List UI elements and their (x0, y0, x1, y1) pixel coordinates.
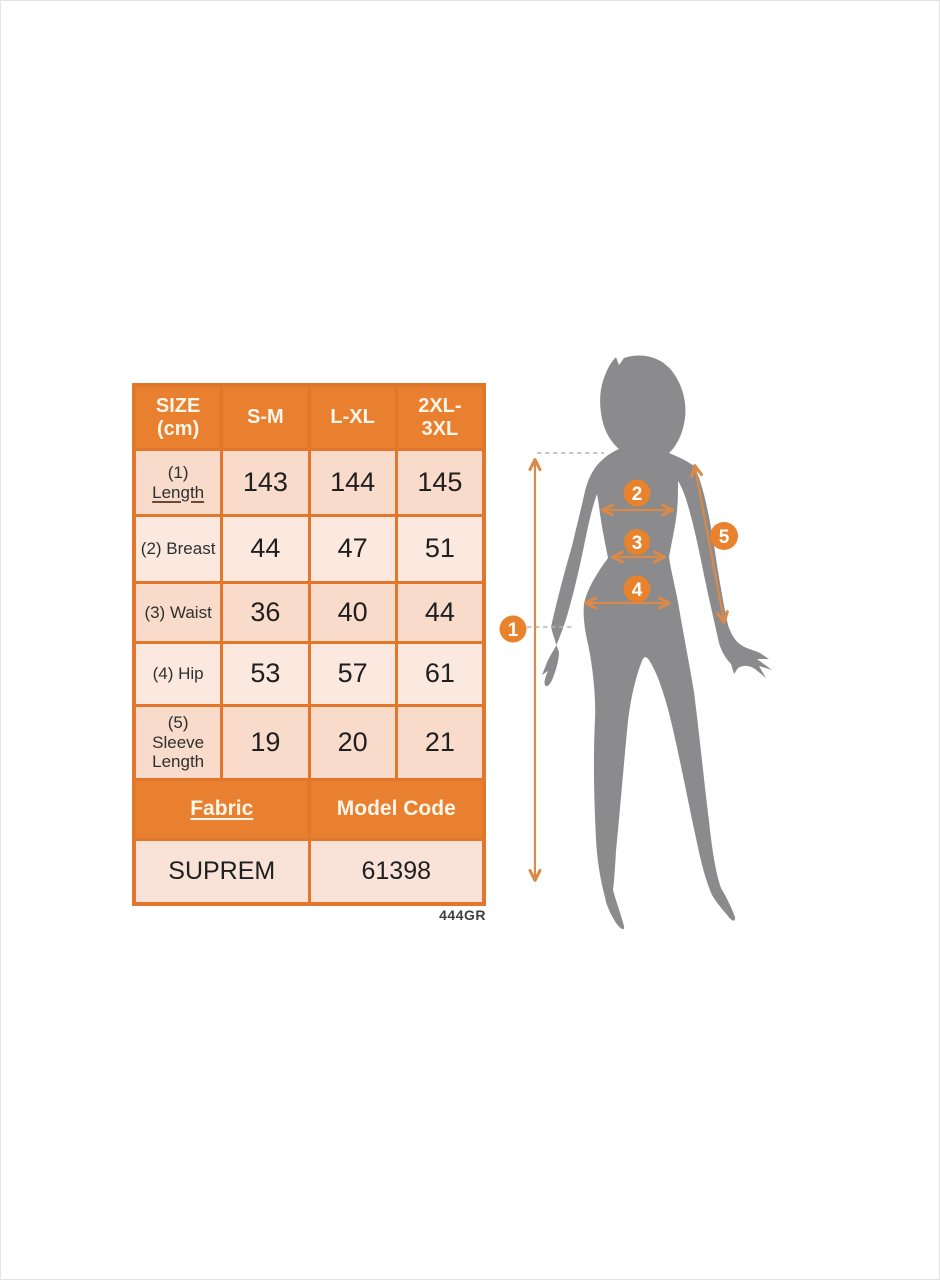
svg-text:4: 4 (632, 580, 643, 601)
value-length-2xl3xl: 145 (397, 451, 482, 514)
value-breast-sm: 44 (223, 517, 308, 581)
body-silhouette-image (542, 355, 772, 930)
value-sleeve-2xl3xl: 21 (397, 707, 482, 778)
value-waist-lxl: 40 (310, 584, 395, 641)
measurement-figure: 1 2 3 4 5 (499, 355, 772, 930)
value-length-lxl: 144 (310, 451, 395, 514)
value-hip-sm: 53 (223, 644, 308, 704)
value-fabric: SUPREM (136, 841, 308, 902)
header-size-lxl: L-XL (310, 387, 395, 448)
measurement-arrow-5-sleeve (690, 464, 729, 624)
value-waist-sm: 36 (223, 584, 308, 641)
value-hip-2xl3xl: 61 (397, 644, 482, 704)
value-waist-2xl3xl: 44 (397, 584, 482, 641)
value-length-sm: 143 (223, 451, 308, 514)
value-breast-lxl: 47 (310, 517, 395, 581)
header-size-cm: SIZE (cm) (136, 387, 221, 448)
row-label-length-text: Length (152, 482, 205, 502)
row-label-length: (1) Length (136, 451, 221, 514)
row-label-sleeve-prefix: (5) (167, 713, 189, 733)
value-model-code: 61398 (310, 841, 482, 902)
header-size-sm: S-M (223, 387, 308, 448)
row-label-length-prefix: (1) (167, 462, 189, 482)
value-breast-2xl3xl: 51 (397, 517, 482, 581)
svg-text:3: 3 (632, 533, 643, 554)
value-sleeve-lxl: 20 (310, 707, 395, 778)
header-fabric-text: Fabric (190, 797, 254, 821)
marker-circle-5: 5 (710, 522, 738, 550)
marker-circle-4: 4 (623, 575, 651, 603)
row-label-hip: (4) Hip (136, 644, 221, 704)
header-fabric: Fabric (136, 781, 308, 838)
marker-circle-1: 1 (499, 615, 527, 643)
image-code-label: 444GR (439, 907, 486, 923)
svg-text:5: 5 (719, 527, 730, 548)
header-model-code: Model Code (310, 781, 482, 838)
svg-text:2: 2 (632, 484, 643, 505)
row-label-breast: (2) Breast (136, 517, 221, 581)
value-sleeve-sm: 19 (223, 707, 308, 778)
row-label-waist: (3) Waist (136, 584, 221, 641)
svg-text:1: 1 (508, 620, 519, 641)
value-hip-lxl: 57 (310, 644, 395, 704)
row-label-sleeve-text: Sleeve Length (152, 732, 205, 772)
header-size-2xl3xl: 2XL- 3XL (397, 387, 482, 448)
marker-circle-3: 3 (624, 529, 650, 555)
marker-circle-2: 2 (623, 479, 651, 507)
size-table: SIZE (cm) S-M L-XL 2XL- 3XL (1) Length 1… (132, 383, 486, 906)
row-label-sleeve: (5) Sleeve Length (136, 707, 221, 778)
